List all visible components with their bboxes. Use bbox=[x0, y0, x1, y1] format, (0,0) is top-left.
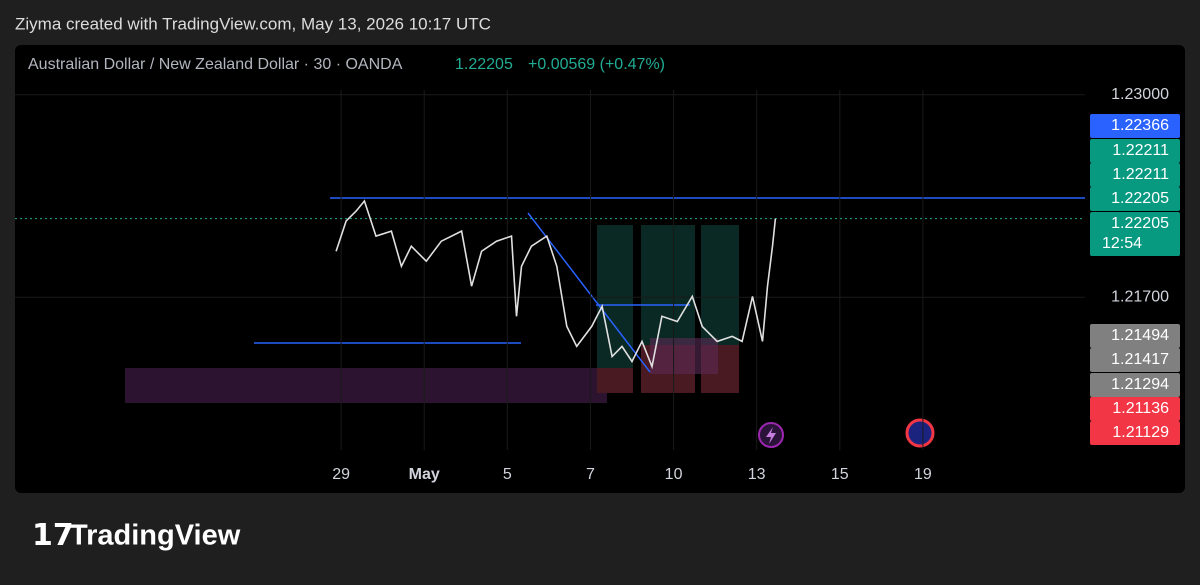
credit: Ziyma created with TradingView.com, May … bbox=[15, 14, 491, 33]
price-label-box bbox=[1090, 397, 1180, 421]
y-tick-label: 1.23000 bbox=[1111, 86, 1169, 103]
symbol: Australian Dollar / New Zealand Dollar ·… bbox=[28, 56, 403, 73]
x-tick-label: 10 bbox=[665, 466, 683, 483]
x-tick-label: 29 bbox=[332, 466, 350, 483]
price-label-box bbox=[1090, 324, 1180, 348]
x-tick-label: 19 bbox=[914, 466, 932, 483]
zone bbox=[125, 368, 607, 403]
price-label-box bbox=[1090, 187, 1180, 211]
price: 1.22205 bbox=[455, 56, 513, 73]
x-tick-label: 7 bbox=[586, 466, 595, 483]
price-label-box bbox=[1090, 373, 1180, 397]
x-tick-label: 5 bbox=[503, 466, 512, 483]
zone bbox=[701, 225, 739, 345]
price-label: 1.21417 bbox=[1111, 351, 1169, 368]
zone bbox=[597, 368, 633, 393]
zone bbox=[650, 338, 718, 374]
price-label: 1.21294 bbox=[1111, 376, 1169, 393]
countdown: 12:54 bbox=[1102, 235, 1142, 252]
x-tick-label: 13 bbox=[748, 466, 766, 483]
y-tick-label: 1.21700 bbox=[1111, 289, 1169, 306]
price-label-box bbox=[1090, 139, 1180, 163]
price-label: 1.21136 bbox=[1112, 400, 1169, 417]
change: +0.00569 (+0.47%) bbox=[528, 56, 665, 73]
price-label: 1.22205 bbox=[1111, 215, 1169, 232]
price-label-box bbox=[1090, 114, 1180, 138]
price-label: 1.22205 bbox=[1111, 190, 1169, 207]
flag-icon[interactable] bbox=[905, 418, 935, 448]
price-label-box bbox=[1090, 421, 1180, 445]
price-label: 1.22211 bbox=[1112, 142, 1169, 159]
brand: TradingView bbox=[70, 520, 241, 552]
price-label: 1.21494 bbox=[1111, 327, 1169, 344]
price-label: 1.22211 bbox=[1112, 166, 1169, 183]
zone bbox=[597, 225, 633, 368]
price-label-box bbox=[1090, 163, 1180, 187]
price-path bbox=[335, 199, 777, 370]
x-tick-label: May bbox=[409, 466, 440, 483]
bolt bbox=[766, 427, 776, 444]
price-label: 1.21129 bbox=[1112, 424, 1169, 441]
price-label-box bbox=[1090, 212, 1180, 256]
price-label-box bbox=[1090, 348, 1180, 372]
logo-mark: 𝟭𝟳 bbox=[32, 519, 74, 552]
price-label: 1.22366 bbox=[1111, 117, 1169, 134]
x-tick-label: 15 bbox=[831, 466, 849, 483]
